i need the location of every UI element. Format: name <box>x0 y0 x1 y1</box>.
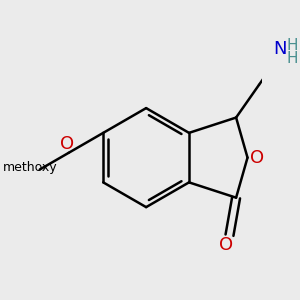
Text: O: O <box>250 148 264 166</box>
Text: O: O <box>219 236 233 254</box>
Text: O: O <box>60 135 74 153</box>
Text: H: H <box>286 38 298 53</box>
Text: N: N <box>273 40 286 58</box>
Text: H: H <box>286 52 298 67</box>
Text: methoxy: methoxy <box>3 161 58 174</box>
